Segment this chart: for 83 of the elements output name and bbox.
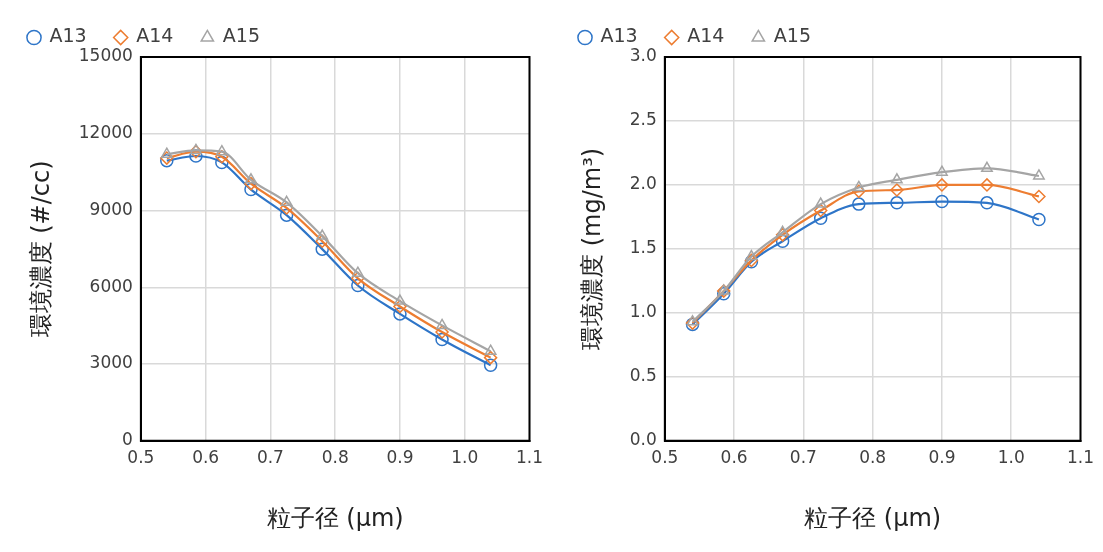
point: [890, 196, 904, 210]
x-tick-label: 0.5: [127, 447, 155, 468]
point: [435, 332, 449, 347]
x-tick-label: 0.5: [651, 447, 679, 468]
point: [315, 242, 329, 256]
point: [1032, 169, 1045, 180]
point: [393, 307, 407, 321]
x-axis-title: 粒子径 (μm): [804, 503, 942, 532]
point: [435, 325, 449, 339]
point: [484, 344, 497, 355]
x-tick-label: 0.8: [859, 447, 887, 468]
point: [244, 182, 258, 197]
x-tick-label: 0.6: [192, 447, 220, 468]
y-tick-label: 3000: [89, 352, 133, 373]
legend-label: A13: [49, 24, 87, 47]
point: [745, 249, 758, 261]
x-tick-label: 0.8: [321, 447, 349, 468]
point: [981, 161, 993, 173]
point: [483, 358, 498, 373]
point: [160, 147, 173, 158]
point: [775, 228, 790, 242]
point: [393, 299, 407, 314]
point: [935, 194, 949, 209]
y-tick-label: 0: [122, 429, 133, 450]
y-tick-label: 1.0: [629, 301, 657, 322]
x-tick-label: 0.7: [256, 447, 284, 468]
point: [890, 183, 904, 197]
legend-label: A15: [773, 24, 812, 47]
point: [813, 211, 828, 225]
point: [189, 143, 202, 155]
y-tick-label: 9000: [89, 198, 133, 219]
point: [315, 234, 329, 248]
point: [935, 165, 948, 176]
x-tick-label: 1.1: [1066, 447, 1095, 468]
point: [483, 350, 498, 365]
point: [215, 144, 228, 156]
point: [686, 315, 699, 326]
point: [279, 208, 294, 222]
y-tick-label: 0.0: [629, 429, 657, 450]
y-tick-label: 15000: [78, 45, 133, 66]
x-tick-label: 1.1: [515, 447, 544, 468]
point: [1032, 212, 1046, 227]
point: [980, 196, 994, 210]
x-axis-title: 粒子径 (μm): [266, 503, 404, 532]
point: [215, 155, 229, 170]
y-tick-label: 2.0: [629, 173, 657, 194]
y-tick-label: 12000: [78, 122, 133, 143]
point: [351, 278, 365, 293]
point: [813, 203, 828, 218]
x-tick-label: 1.0: [451, 447, 479, 468]
x-tick-label: 0.7: [789, 447, 817, 468]
y-tick-label: 0.5: [629, 365, 657, 386]
legend-label: A14: [687, 24, 725, 47]
point: [394, 294, 406, 305]
point: [852, 197, 866, 211]
point: [316, 229, 329, 240]
x-tick-label: 0.9: [386, 447, 414, 468]
point: [351, 266, 364, 277]
y-tick-label: 2.5: [629, 109, 657, 130]
point: [280, 195, 293, 207]
legend-label: A14: [136, 24, 174, 47]
point: [436, 318, 448, 330]
point: [852, 184, 866, 199]
point: [1032, 189, 1046, 204]
legend-label: A13: [600, 24, 638, 47]
point: [814, 197, 827, 208]
y-axis-title: 環境濃度 (mg/m³): [577, 147, 606, 350]
y-tick-label: 3.0: [629, 45, 657, 66]
point: [776, 225, 789, 237]
point: [245, 173, 257, 184]
x-tick-label: 0.9: [928, 447, 956, 468]
x-tick-label: 1.0: [997, 447, 1025, 468]
y-tick-label: 1.5: [629, 237, 657, 258]
y-tick-label: 6000: [89, 275, 133, 296]
y-axis-title: 環境濃度 (#/cc): [26, 160, 55, 338]
point: [852, 180, 865, 192]
legend-label: A15: [222, 24, 261, 47]
point: [980, 178, 994, 192]
x-tick-label: 0.6: [720, 447, 748, 468]
point: [215, 150, 229, 164]
point: [890, 173, 903, 184]
point: [935, 178, 949, 192]
point: [244, 176, 258, 191]
